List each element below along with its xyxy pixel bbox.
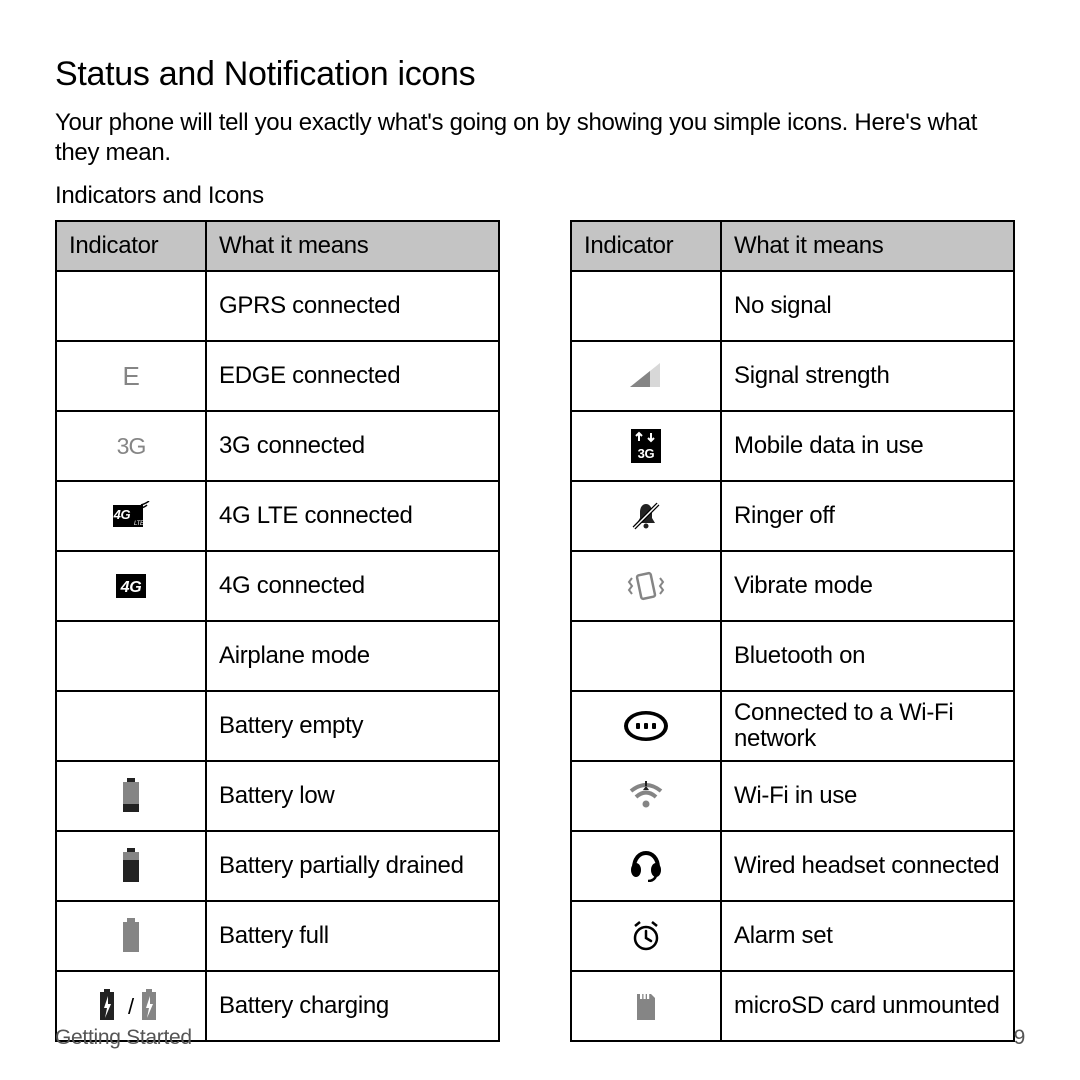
icon-meaning: GPRS connected <box>206 271 499 341</box>
table-row: Battery low <box>56 761 499 831</box>
table-row: 4G 4G connected <box>56 551 499 621</box>
table-row: Airplane mode <box>56 621 499 691</box>
table-row: Wired headset connected <box>571 831 1014 901</box>
page-footer: Getting Started 9 <box>55 1026 1025 1050</box>
3g-icon: 3G <box>56 411 206 481</box>
edge-icon: E <box>56 341 206 411</box>
col-indicator: Indicator <box>571 221 721 271</box>
icon-meaning: Alarm set <box>721 901 1014 971</box>
icon-meaning: Mobile data in use <box>721 411 1014 481</box>
headset-icon <box>571 831 721 901</box>
mobile-data-icon: 3G <box>571 411 721 481</box>
table-row: 4GLTE4G LTE connected <box>56 481 499 551</box>
table-row: Battery full <box>56 901 499 971</box>
icon-meaning: 3G connected <box>206 411 499 481</box>
icon-meaning: Bluetooth on <box>721 621 1014 691</box>
battery-full-icon <box>56 901 206 971</box>
svg-text:LTE: LTE <box>134 521 145 527</box>
table-row: No signal <box>571 271 1014 341</box>
icon-meaning: Signal strength <box>721 341 1014 411</box>
icon-meaning: Wired headset connected <box>721 831 1014 901</box>
svg-text:/: / <box>128 994 135 1019</box>
icon-meaning: Battery low <box>206 761 499 831</box>
page-title: Status and Notification icons <box>55 55 1025 94</box>
vibrate-icon <box>571 551 721 621</box>
table-row: Battery empty <box>56 691 499 761</box>
blank-icon <box>56 621 206 691</box>
footer-page-number: 9 <box>1014 1026 1025 1050</box>
table-row: 3G Mobile data in use <box>571 411 1014 481</box>
svg-text:4G: 4G <box>120 579 142 596</box>
battery-partial-icon <box>56 831 206 901</box>
table-row: 3G3G connected <box>56 411 499 481</box>
table-row: Bluetooth on <box>571 621 1014 691</box>
ringer-off-icon <box>571 481 721 551</box>
icon-table-left: Indicator What it means GPRS connectedEE… <box>55 220 500 1042</box>
icon-meaning: Wi-Fi in use <box>721 761 1014 831</box>
blank-icon <box>571 271 721 341</box>
col-meaning: What it means <box>206 221 499 271</box>
icon-meaning: Vibrate mode <box>721 551 1014 621</box>
icon-tables: Indicator What it means GPRS connectedEE… <box>55 220 1025 1042</box>
table-row: Ringer off <box>571 481 1014 551</box>
table-row: Vibrate mode <box>571 551 1014 621</box>
table-row: Connected to a Wi-Fi network <box>571 691 1014 761</box>
4g-icon: 4G <box>56 551 206 621</box>
icon-meaning: Ringer off <box>721 481 1014 551</box>
icon-meaning: EDGE connected <box>206 341 499 411</box>
wifi-connected-icon <box>571 691 721 761</box>
svg-text:3G: 3G <box>638 446 655 461</box>
icon-meaning: Battery empty <box>206 691 499 761</box>
table-row: Battery partially drained <box>56 831 499 901</box>
blank-icon <box>56 691 206 761</box>
signal-icon <box>571 341 721 411</box>
icon-meaning: Battery partially drained <box>206 831 499 901</box>
table-row: EEDGE connected <box>56 341 499 411</box>
table-row: Wi-Fi in use <box>571 761 1014 831</box>
subheading: Indicators and Icons <box>55 182 1025 210</box>
icon-meaning: Battery full <box>206 901 499 971</box>
4glte-icon: 4GLTE <box>56 481 206 551</box>
icon-table-right: Indicator What it means No signalSignal … <box>570 220 1015 1042</box>
icon-meaning: Airplane mode <box>206 621 499 691</box>
bluetooth-icon <box>571 621 721 691</box>
icon-meaning: No signal <box>721 271 1014 341</box>
icon-meaning: 4G LTE connected <box>206 481 499 551</box>
icon-meaning: Connected to a Wi-Fi network <box>721 691 1014 761</box>
blank-icon <box>56 271 206 341</box>
col-indicator: Indicator <box>56 221 206 271</box>
icon-meaning: 4G connected <box>206 551 499 621</box>
table-row: GPRS connected <box>56 271 499 341</box>
table-row: Alarm set <box>571 901 1014 971</box>
wifi-inuse-icon <box>571 761 721 831</box>
alarm-icon <box>571 901 721 971</box>
table-row: Signal strength <box>571 341 1014 411</box>
svg-text:4G: 4G <box>113 507 131 522</box>
footer-section: Getting Started <box>55 1026 192 1050</box>
battery-low-icon <box>56 761 206 831</box>
col-meaning: What it means <box>721 221 1014 271</box>
intro-text: Your phone will tell you exactly what's … <box>55 108 1025 168</box>
